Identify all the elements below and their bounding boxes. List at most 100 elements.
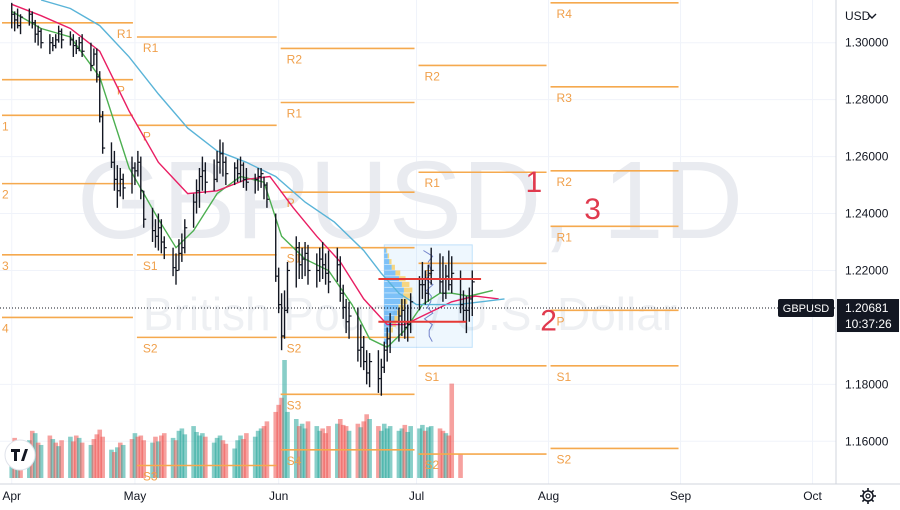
currency-label[interactable]: USD (845, 9, 871, 23)
volume-bar (384, 428, 390, 478)
trend-lines[interactable] (378, 278, 482, 323)
volume-bar (53, 442, 59, 478)
volume-bar (326, 426, 331, 478)
pivot-label: P (557, 314, 565, 328)
pivot-label: S3 (287, 398, 302, 412)
profile-row-down (401, 281, 410, 287)
volume-bar (115, 447, 120, 478)
volume-bar (252, 436, 258, 478)
pivot-label: R2 (287, 52, 303, 66)
price-tick-label: 1.28000 (845, 93, 889, 107)
annotation-label: 1 (526, 166, 543, 199)
profile-row-up (384, 247, 387, 253)
profile-row-up (384, 264, 392, 270)
pivot-label: S4 (287, 454, 302, 468)
volume-bar (343, 426, 349, 478)
profile-row-up (384, 333, 389, 339)
pivot-points: R1P1234R1PS1S2S3R2R1PS1S2S3S4R2R1PS1S2R4… (2, 2, 679, 483)
pivot-label: R3 (557, 91, 573, 105)
volume-bar (91, 439, 97, 478)
volume-bar (182, 434, 188, 478)
pivot-label: R1 (117, 27, 133, 41)
volume-bar (71, 441, 76, 478)
annotation-label: 2 (540, 304, 557, 337)
profile-row-down (387, 253, 390, 259)
pivot-label: S2 (425, 458, 440, 472)
volume-bar (211, 442, 217, 478)
volume-bar (138, 435, 144, 478)
pivot-label: P (143, 129, 151, 143)
volume-bar (117, 442, 123, 478)
volume-bar (76, 437, 82, 478)
pivot-label: R2 (425, 69, 441, 83)
volume-bar (358, 427, 364, 478)
volume-bar (179, 428, 185, 478)
price-tick-label: 1.30000 (845, 36, 889, 50)
watermark-symbol: GBPUSD, 1D (77, 139, 743, 262)
price-tick-label: 1.24000 (845, 207, 889, 221)
volume-bar (214, 437, 220, 478)
volume-bar (197, 435, 202, 478)
volume-bar (223, 443, 229, 478)
volume-bar (176, 430, 182, 478)
volume-bar (258, 428, 264, 478)
volume-bar (428, 426, 434, 478)
profile-row-down (400, 298, 408, 305)
volume-bar (402, 424, 408, 478)
pivot-label: P (117, 84, 125, 98)
volume-bar (141, 440, 147, 478)
volume-bar (161, 433, 167, 478)
settings-gear-icon[interactable] (860, 488, 876, 504)
volume-bar (191, 426, 196, 478)
volume-bar (88, 444, 94, 478)
time-tick-label: Sep (670, 489, 692, 503)
volume-bar (282, 360, 287, 478)
profile-row-down (394, 316, 399, 322)
volume-bar (100, 436, 105, 478)
volume-bar (150, 442, 155, 478)
profile-outline (423, 250, 434, 342)
annotations[interactable]: 1 2 3 (526, 166, 601, 337)
price-tick-label: 1.18000 (845, 377, 889, 391)
volume-bar (273, 411, 279, 478)
symbol-badge (778, 299, 834, 318)
volume-bar (159, 435, 164, 478)
volume-bar (396, 430, 402, 478)
pivot-label: R1 (143, 41, 159, 55)
chevron-down-icon[interactable] (867, 13, 877, 19)
volume-bar (408, 426, 413, 478)
pivot-label: S1 (425, 370, 440, 384)
volume-bar (244, 433, 249, 478)
volume-bar (132, 433, 138, 478)
pivot-label: R1 (287, 106, 303, 120)
pivot-label: 2 (2, 188, 9, 202)
annotation-label: 3 (584, 193, 601, 226)
profile-row-up (384, 287, 404, 293)
time-axis[interactable] (0, 484, 900, 510)
pivot-label: R1 (557, 230, 573, 244)
volume-histogram (9, 360, 463, 478)
volume-bar (276, 404, 281, 478)
pivot-label: R4 (557, 7, 573, 21)
price-axis[interactable] (836, 0, 900, 484)
volume-bar (68, 436, 73, 478)
volume-bar (217, 435, 223, 478)
profile-row-down (389, 259, 392, 265)
last-price-badge: GBPUSD 1.20681 10:37:26 (778, 299, 899, 333)
price-badge-countdown: 10:37:26 (845, 317, 892, 331)
tradingview-logo[interactable] (4, 439, 36, 471)
volume-bar (35, 442, 41, 478)
price-badge-value: 1.20681 (845, 301, 889, 315)
volume-bar (112, 452, 117, 478)
volume-bar (299, 423, 305, 478)
volume-bar (170, 437, 176, 478)
volume-bar (279, 397, 284, 478)
profile-row-up (384, 259, 390, 265)
profile-row-up (384, 304, 399, 310)
pivot-label: 3 (2, 259, 9, 273)
time-tick-label: Jun (269, 489, 288, 503)
pivot-label: S1 (287, 252, 302, 266)
pivot-label: R1 (425, 176, 441, 190)
profile-row-up (384, 253, 388, 259)
